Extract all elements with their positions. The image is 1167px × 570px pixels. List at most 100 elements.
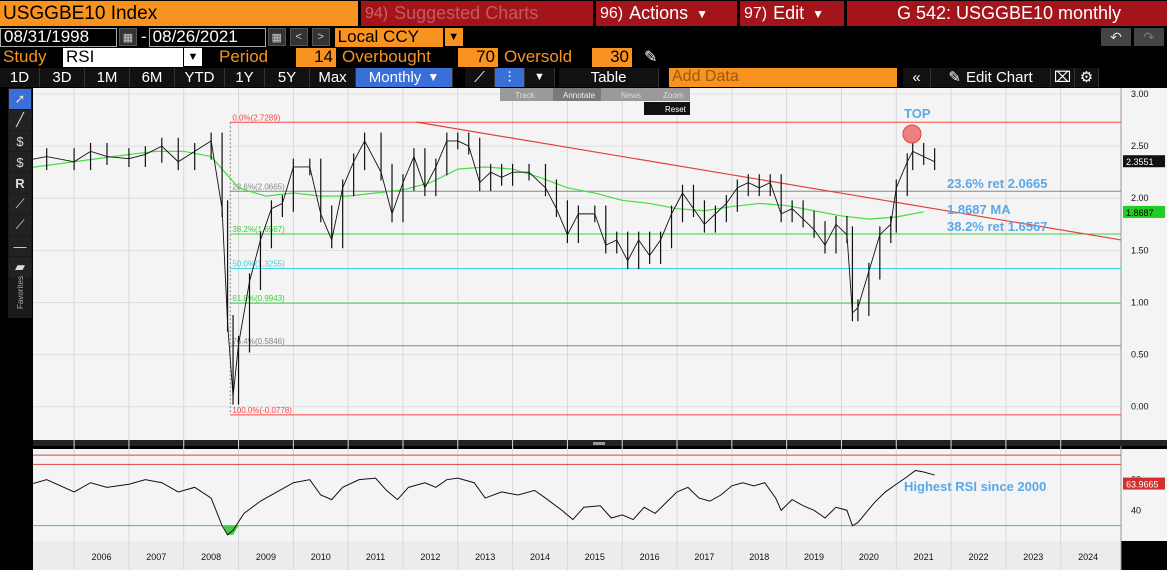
channel-icon[interactable]: ▰ (9, 257, 31, 277)
redo-icon[interactable]: ↷ (1134, 28, 1164, 46)
annotate-button[interactable]: Annotate (563, 91, 596, 100)
range-1d-button[interactable]: 1D (0, 67, 40, 87)
currency-select[interactable]: Local CCY (334, 27, 443, 47)
chevron-down-icon[interactable]: ▼ (184, 48, 202, 66)
end-date-input[interactable]: 08/26/2021 (148, 27, 266, 47)
actions-num: 96) (600, 4, 624, 22)
ret236-annotation: 23.6% ret 2.0665 (947, 176, 1047, 191)
moving-average-line (19, 150, 924, 220)
range-3d-button[interactable]: 3D (40, 67, 85, 87)
favorites-label: Favorites (15, 276, 25, 309)
price-chart[interactable]: 0.0%(2.7289) 23.6%(2.0665) 38.2%(1.6567) 50… (18, 88, 1167, 570)
price-tick-label: 0.50 (1131, 350, 1149, 360)
edit-chart-button[interactable]: ✎ Edit Chart (931, 67, 1051, 87)
x-tick-label: 2021 (914, 552, 934, 562)
ticker-field[interactable]: USGGBE10 Index (0, 1, 358, 26)
x-tick-label: 2009 (256, 552, 276, 562)
last-price-badge-bg (1123, 155, 1165, 168)
x-tick-label: 2008 (201, 552, 221, 562)
last-rsi-badge-bg (1123, 477, 1165, 490)
study-select[interactable]: RSI (63, 47, 183, 67)
bar-chart-icon[interactable]: ⫶ (495, 67, 525, 87)
cursor-icon[interactable]: ➚ (9, 89, 31, 109)
zoom-button[interactable]: Zoom (663, 91, 684, 100)
range-5y-button[interactable]: 5Y (265, 67, 310, 87)
ma-value-badge-bg (1123, 205, 1165, 218)
chevron-down-icon[interactable]: ▼ (525, 67, 555, 87)
undo-icon[interactable]: ↶ (1101, 28, 1131, 46)
oversold-input[interactable]: 30 (592, 47, 632, 67)
line-chart-icon[interactable]: ⟋ (465, 67, 495, 87)
x-tick-label: 2017 (694, 552, 714, 562)
calendar-icon[interactable]: ▦ (267, 28, 286, 46)
chart-settings-icon[interactable]: ⌧ (1051, 67, 1075, 87)
x-tick-label: 2006 (91, 552, 111, 562)
oversold-label: Oversold (504, 47, 573, 66)
suggested-num: 94) (365, 4, 389, 22)
prev-period-icon[interactable]: < (289, 28, 308, 46)
ma-annotation: 1.8687 MA (947, 202, 1011, 217)
price-tick-label: 3.00 (1131, 89, 1149, 99)
line2-icon[interactable]: ⟋ (9, 215, 31, 235)
track-button[interactable]: Track (515, 91, 536, 100)
date-separator: - (141, 27, 147, 46)
x-axis (33, 541, 1121, 570)
x-tick-label: 2014 (530, 552, 550, 562)
range-max-button[interactable]: Max (310, 67, 356, 87)
price-line (19, 139, 935, 397)
pen-icon[interactable]: ╱ (9, 110, 31, 130)
collapse-icon[interactable]: « (903, 67, 931, 87)
x-tick-label: 2024 (1078, 552, 1098, 562)
x-tick-label: 2020 (859, 552, 879, 562)
top-annotation: TOP (904, 106, 931, 121)
calendar-icon[interactable]: ▦ (119, 28, 137, 46)
overbought-input[interactable]: 70 (458, 47, 498, 67)
dollar-icon[interactable]: $ (9, 152, 31, 172)
chevron-down-icon: ▼ (696, 6, 709, 21)
price-tick-label: 0.00 (1131, 402, 1149, 412)
percent-up-icon[interactable]: $ (9, 131, 31, 151)
x-tick-label: 2015 (585, 552, 605, 562)
line-icon[interactable]: ⟋ (9, 194, 31, 214)
x-tick-label: 2018 (749, 552, 769, 562)
x-tick-label: 2011 (366, 552, 385, 562)
next-period-icon[interactable]: > (311, 28, 330, 46)
r-icon[interactable]: R (9, 173, 31, 193)
x-tick-label: 2007 (146, 552, 166, 562)
range-1m-button[interactable]: 1M (85, 67, 130, 87)
suggested-charts-menu[interactable]: 94) Suggested Charts (361, 1, 593, 26)
mini-toolbar: Track Annotate News Zoom Reset (500, 88, 690, 115)
price-tick-label: 1.00 (1131, 297, 1149, 307)
x-tick-label: 2016 (640, 552, 660, 562)
rsi-tick-label: 40 (1131, 505, 1141, 515)
news-button[interactable]: News (621, 91, 641, 100)
actions-menu[interactable]: 96) Actions ▼ (596, 1, 737, 26)
fib-label: 61.8%(0.9943) (232, 294, 285, 303)
gear-icon[interactable]: ⚙ (1075, 67, 1099, 87)
start-date-input[interactable]: 08/31/1998 (0, 27, 117, 47)
price-panel (33, 88, 1121, 443)
x-tick-label: 2022 (968, 552, 988, 562)
ret382-annotation: 38.2% ret 1.6567 (947, 219, 1047, 234)
fib-label: 50.0%(1.3255) (232, 260, 285, 269)
range-1y-button[interactable]: 1Y (225, 67, 265, 87)
chevron-down-icon[interactable]: ▼ (444, 28, 463, 46)
suggested-label: Suggested Charts (394, 3, 539, 23)
overbought-label: Overbought (342, 47, 431, 66)
period-input[interactable]: 14 (296, 47, 336, 67)
reset-button[interactable]: Reset (665, 105, 687, 114)
edit-menu[interactable]: 97) Edit ▼ (740, 1, 844, 26)
pencil-icon[interactable]: ✎ (644, 49, 658, 66)
rsi-panel (33, 449, 1121, 541)
range-6m-button[interactable]: 6M (130, 67, 175, 87)
rsi-axis (1121, 449, 1167, 541)
chart-svg[interactable]: 0.0%(2.7289) 23.6%(2.0665) 38.2%(1.6567) 50… (18, 88, 1167, 570)
table-button[interactable]: Table (559, 67, 659, 87)
add-data-input[interactable]: Add Data (669, 67, 897, 87)
study-bar: Study RSI ▼ Period 14 Overbought 70 Over… (0, 47, 1167, 67)
last-price-badge: 2.3551 (1126, 157, 1154, 167)
horizontal-line-icon[interactable]: — (9, 236, 31, 256)
range-ytd-button[interactable]: YTD (175, 67, 225, 87)
frequency-select[interactable]: Monthly ▼ (356, 67, 453, 87)
edit-label: Edit (773, 3, 805, 23)
